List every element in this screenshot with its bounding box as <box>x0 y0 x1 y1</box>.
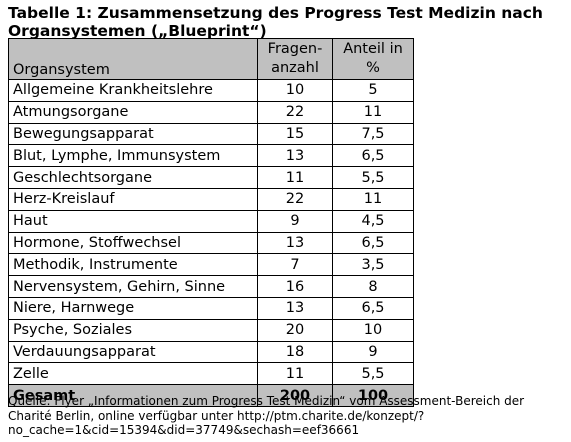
cell-organsystem: Blut, Lymphe, Immunsystem <box>8 144 258 168</box>
cell-fragenanzahl: 16 <box>257 275 333 298</box>
cell-organsystem: Verdauungsapparat <box>8 340 258 364</box>
table-row: Atmungsorgane 22 11 <box>8 100 414 124</box>
table-body: Allgemeine Krankheitslehre 10 5 Atmungsorga… <box>8 79 414 386</box>
cell-anteil: 3,5 <box>332 253 414 277</box>
column-header-anteil: Anteil in % <box>332 38 414 80</box>
cell-organsystem: Atmungsorgane <box>8 100 258 124</box>
cell-organsystem: Methodik, Instrumente <box>8 253 258 277</box>
table-row: Methodik, Instrumente 7 3,5 <box>8 253 414 277</box>
table-row: Herz-Kreislauf 22 11 <box>8 187 414 211</box>
cell-anteil: 5 <box>332 79 414 102</box>
table-row: Geschlechtsorgane 11 5,5 <box>8 166 414 189</box>
cell-anteil: 11 <box>332 100 414 124</box>
table-row: Bewegungsapparat 15 7,5 <box>8 122 414 146</box>
cell-anteil: 5,5 <box>332 362 414 386</box>
table-row: Haut 9 4,5 <box>8 209 414 233</box>
blueprint-table: Organsystem Fragen- anzahl Anteil in % A… <box>8 38 414 407</box>
table-row: Hormone, Stoffwechsel 13 6,5 <box>8 231 414 255</box>
table-row: Psyche, Soziales 20 10 <box>8 318 414 342</box>
cell-anteil: 6,5 <box>332 144 414 168</box>
cell-anteil: 10 <box>332 318 414 342</box>
table-total-row: Gesamt 200 100 <box>8 384 414 407</box>
cell-anteil: 9 <box>332 340 414 364</box>
cell-organsystem: Allgemeine Krankheitslehre <box>8 79 258 102</box>
total-share: 100 <box>332 384 414 407</box>
table-row: Verdauungsapparat 18 9 <box>8 340 414 364</box>
cell-fragenanzahl: 20 <box>257 318 333 342</box>
cell-organsystem: Nervensystem, Gehirn, Sinne <box>8 275 258 298</box>
cell-anteil: 11 <box>332 187 414 211</box>
table-row: Allgemeine Krankheitslehre 10 5 <box>8 79 414 102</box>
cell-fragenanzahl: 7 <box>257 253 333 277</box>
cell-fragenanzahl: 10 <box>257 79 333 102</box>
cell-organsystem: Geschlechtsorgane <box>8 166 258 189</box>
column-header-fragenanzahl-line1: Fragen- <box>267 41 323 57</box>
column-header-anteil-line1: Anteil in <box>343 41 403 57</box>
table-row: Niere, Harnwege 13 6,5 <box>8 296 414 320</box>
table-row: Zelle 11 5,5 <box>8 362 414 386</box>
cell-anteil: 6,5 <box>332 231 414 255</box>
cell-fragenanzahl: 11 <box>257 166 333 189</box>
column-header-fragenanzahl: Fragen- anzahl <box>257 38 333 80</box>
cell-fragenanzahl: 9 <box>257 209 333 233</box>
cell-fragenanzahl: 15 <box>257 122 333 146</box>
cell-anteil: 8 <box>332 275 414 298</box>
column-header-organsystem: Organsystem <box>8 38 258 80</box>
source-note: Quelle: Flyer „Informationen zum Progres… <box>8 394 525 438</box>
cell-organsystem: Psyche, Soziales <box>8 318 258 342</box>
column-header-anteil-line2: % <box>366 60 380 76</box>
column-header-fragenanzahl-line2: anzahl <box>271 60 319 76</box>
cell-fragenanzahl: 18 <box>257 340 333 364</box>
total-count: 200 <box>257 384 333 407</box>
cell-fragenanzahl: 13 <box>257 144 333 168</box>
table-row: Nervensystem, Gehirn, Sinne 16 8 <box>8 275 414 298</box>
cell-anteil: 6,5 <box>332 296 414 320</box>
cell-fragenanzahl: 22 <box>257 187 333 211</box>
cell-organsystem: Hormone, Stoffwechsel <box>8 231 258 255</box>
cell-organsystem: Haut <box>8 209 258 233</box>
cell-anteil: 4,5 <box>332 209 414 233</box>
total-label: Gesamt <box>8 384 258 407</box>
cell-organsystem: Niere, Harnwege <box>8 296 258 320</box>
cell-organsystem: Bewegungsapparat <box>8 122 258 146</box>
cell-organsystem: Herz-Kreislauf <box>8 187 258 211</box>
cell-anteil: 5,5 <box>332 166 414 189</box>
cell-fragenanzahl: 13 <box>257 231 333 255</box>
table-row: Blut, Lymphe, Immunsystem 13 6,5 <box>8 144 414 168</box>
cell-fragenanzahl: 13 <box>257 296 333 320</box>
table-title: Tabelle 1: Zusammensetzung des Progress … <box>8 4 543 40</box>
cell-fragenanzahl: 11 <box>257 362 333 386</box>
cell-anteil: 7,5 <box>332 122 414 146</box>
cell-organsystem: Zelle <box>8 362 258 386</box>
cell-fragenanzahl: 22 <box>257 100 333 124</box>
table-header-row: Organsystem Fragen- anzahl Anteil in % <box>8 38 414 80</box>
